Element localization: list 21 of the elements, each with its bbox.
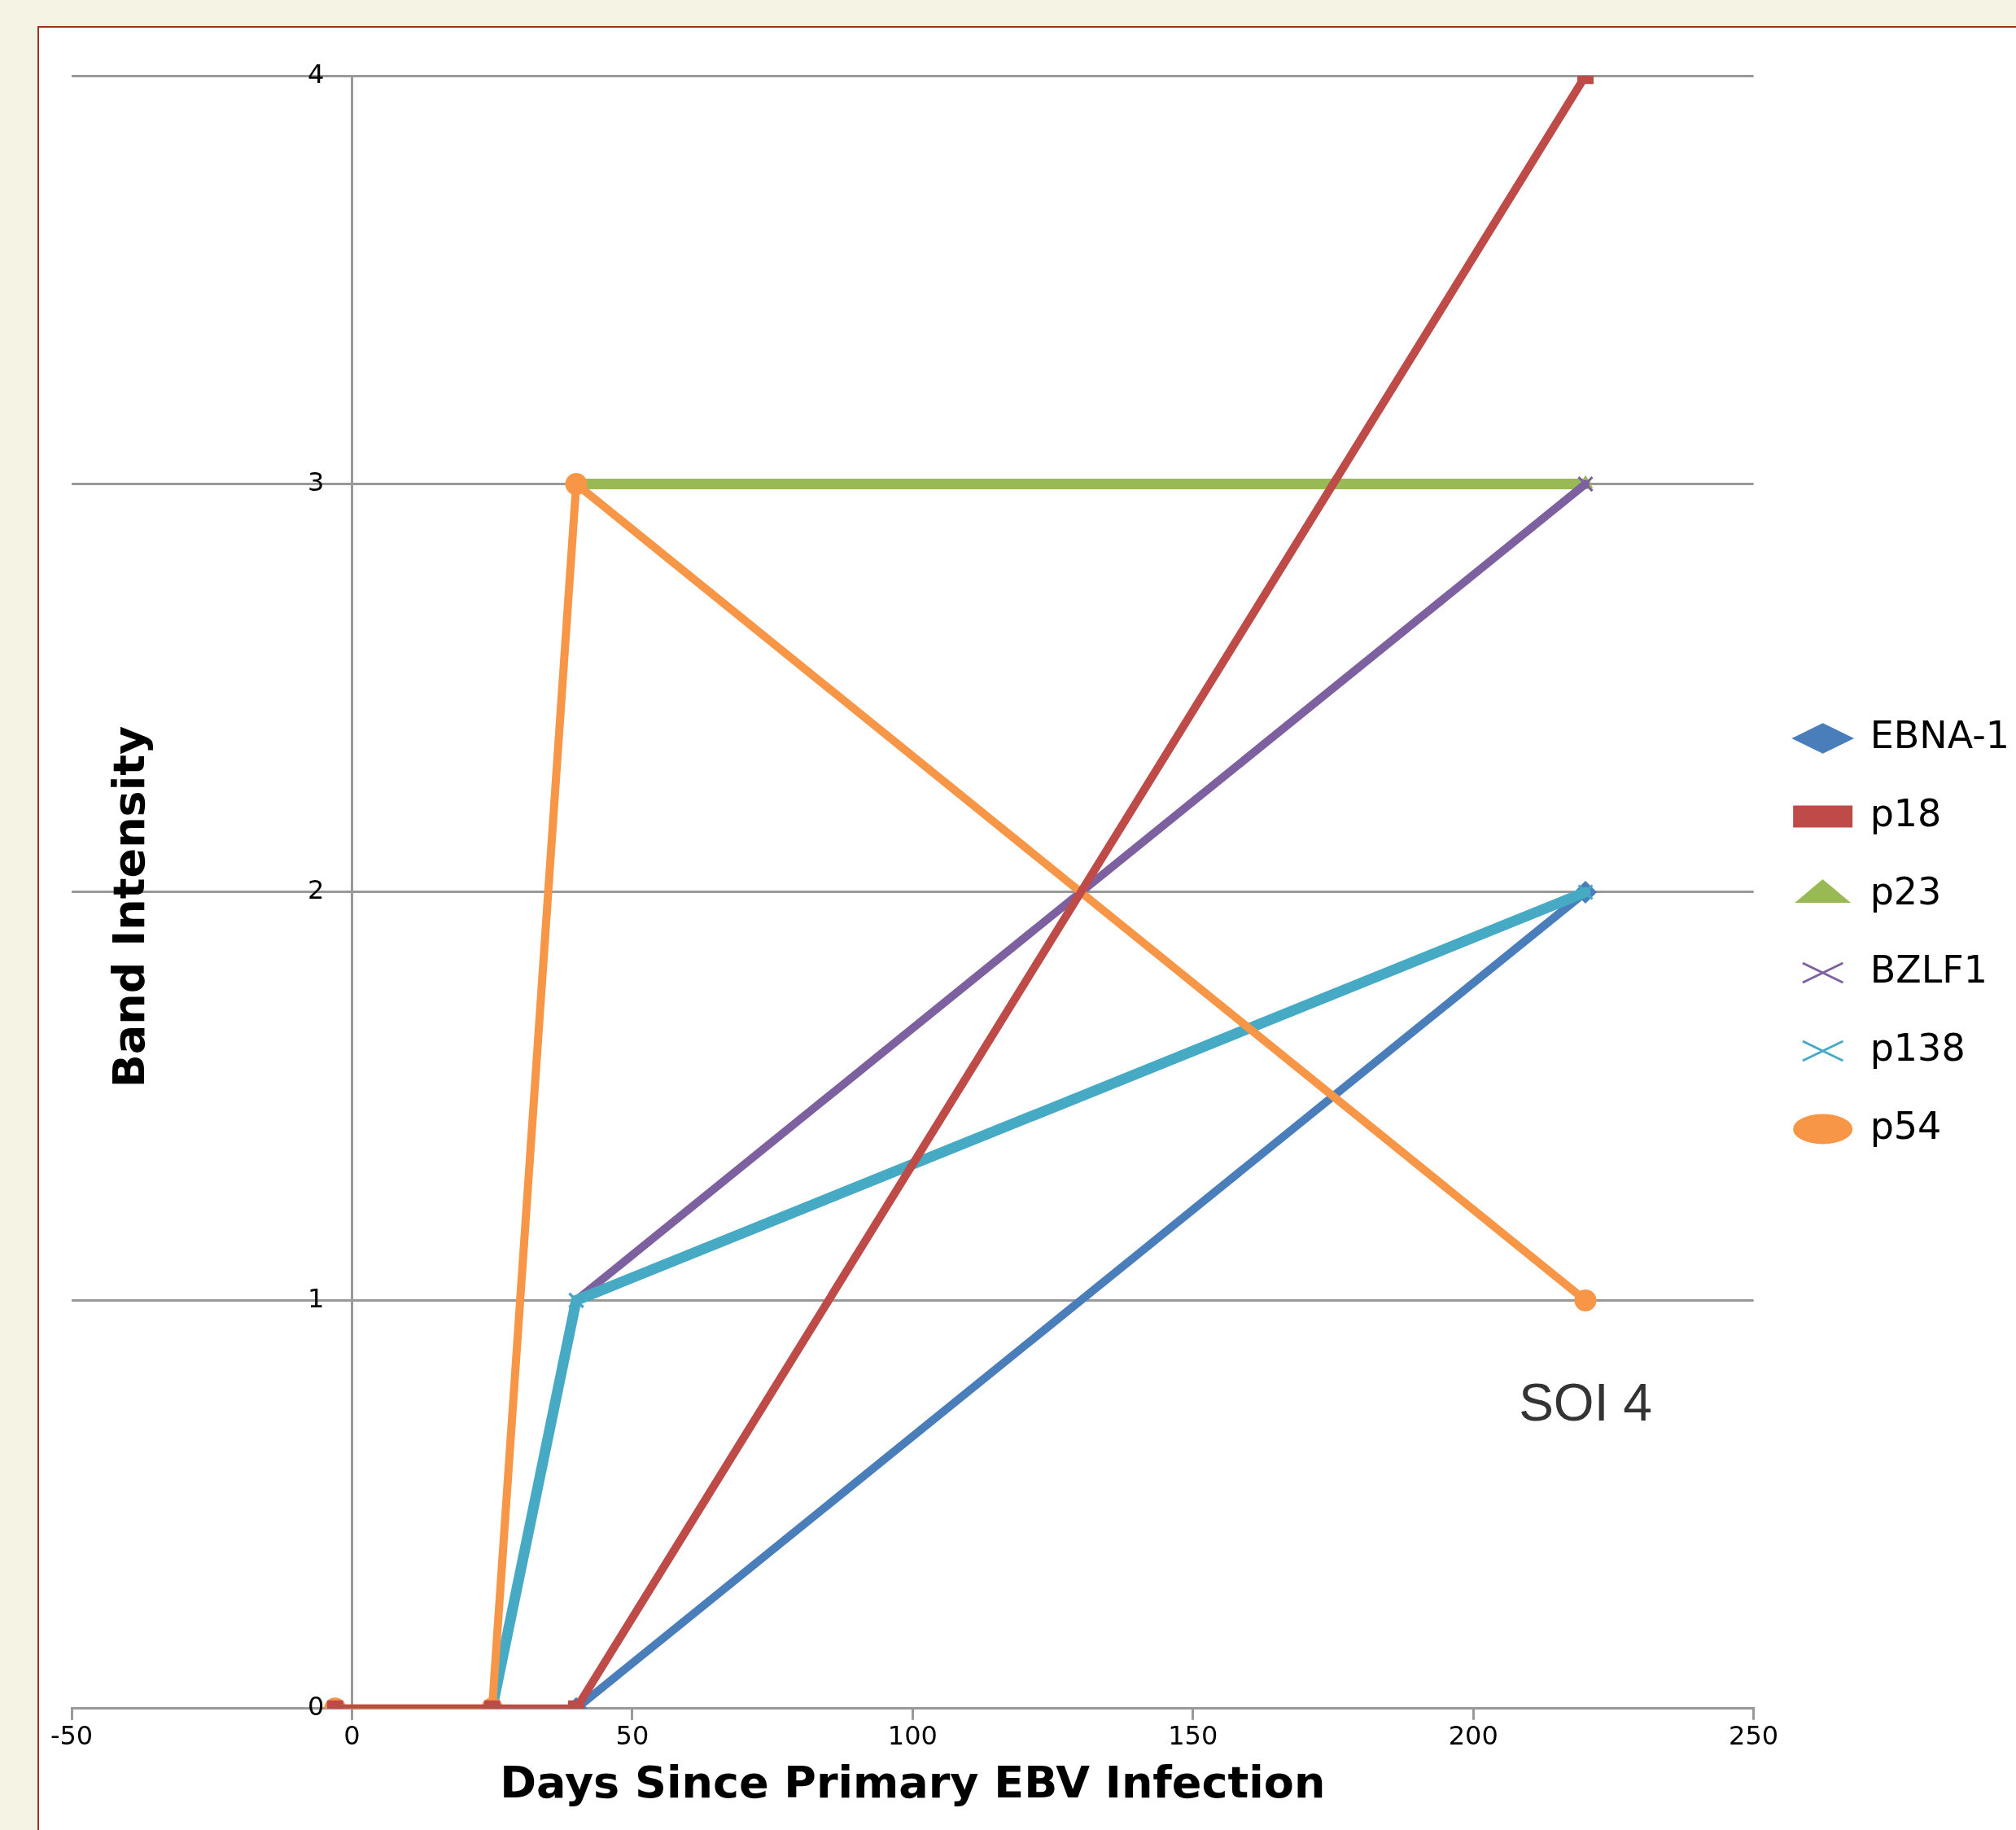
y-tick-label: 2: [308, 874, 325, 906]
legend-label: BZLF1: [1870, 947, 1988, 992]
y-axis-title: Band Intensity: [103, 725, 155, 1088]
y-tick-label: 1: [308, 1282, 325, 1314]
x-tick-label: 50: [615, 1720, 649, 1752]
x-tick-label: 250: [1729, 1720, 1779, 1752]
y-tick-label: 3: [308, 466, 325, 497]
x-tick-label: 150: [1168, 1720, 1218, 1752]
legend-label: p23: [1870, 869, 1942, 913]
y-tick-label: 4: [308, 58, 325, 90]
x-tick-label: 200: [1448, 1720, 1498, 1752]
x-tick-label: 0: [343, 1720, 361, 1752]
y-tick-label: 0: [308, 1691, 325, 1723]
legend-label: EBNA-1: [1870, 712, 2009, 757]
x-tick-label: -50: [50, 1720, 94, 1752]
x-axis-title: Days Since Primary EBV Infection: [500, 1756, 1326, 1808]
legend-label: p18: [1870, 790, 1942, 835]
legend-label: p54: [1870, 1103, 1942, 1148]
annotation: SOI 4: [1519, 1373, 1652, 1433]
x-tick-label: 100: [887, 1720, 938, 1752]
legend-label: p138: [1870, 1025, 1966, 1070]
